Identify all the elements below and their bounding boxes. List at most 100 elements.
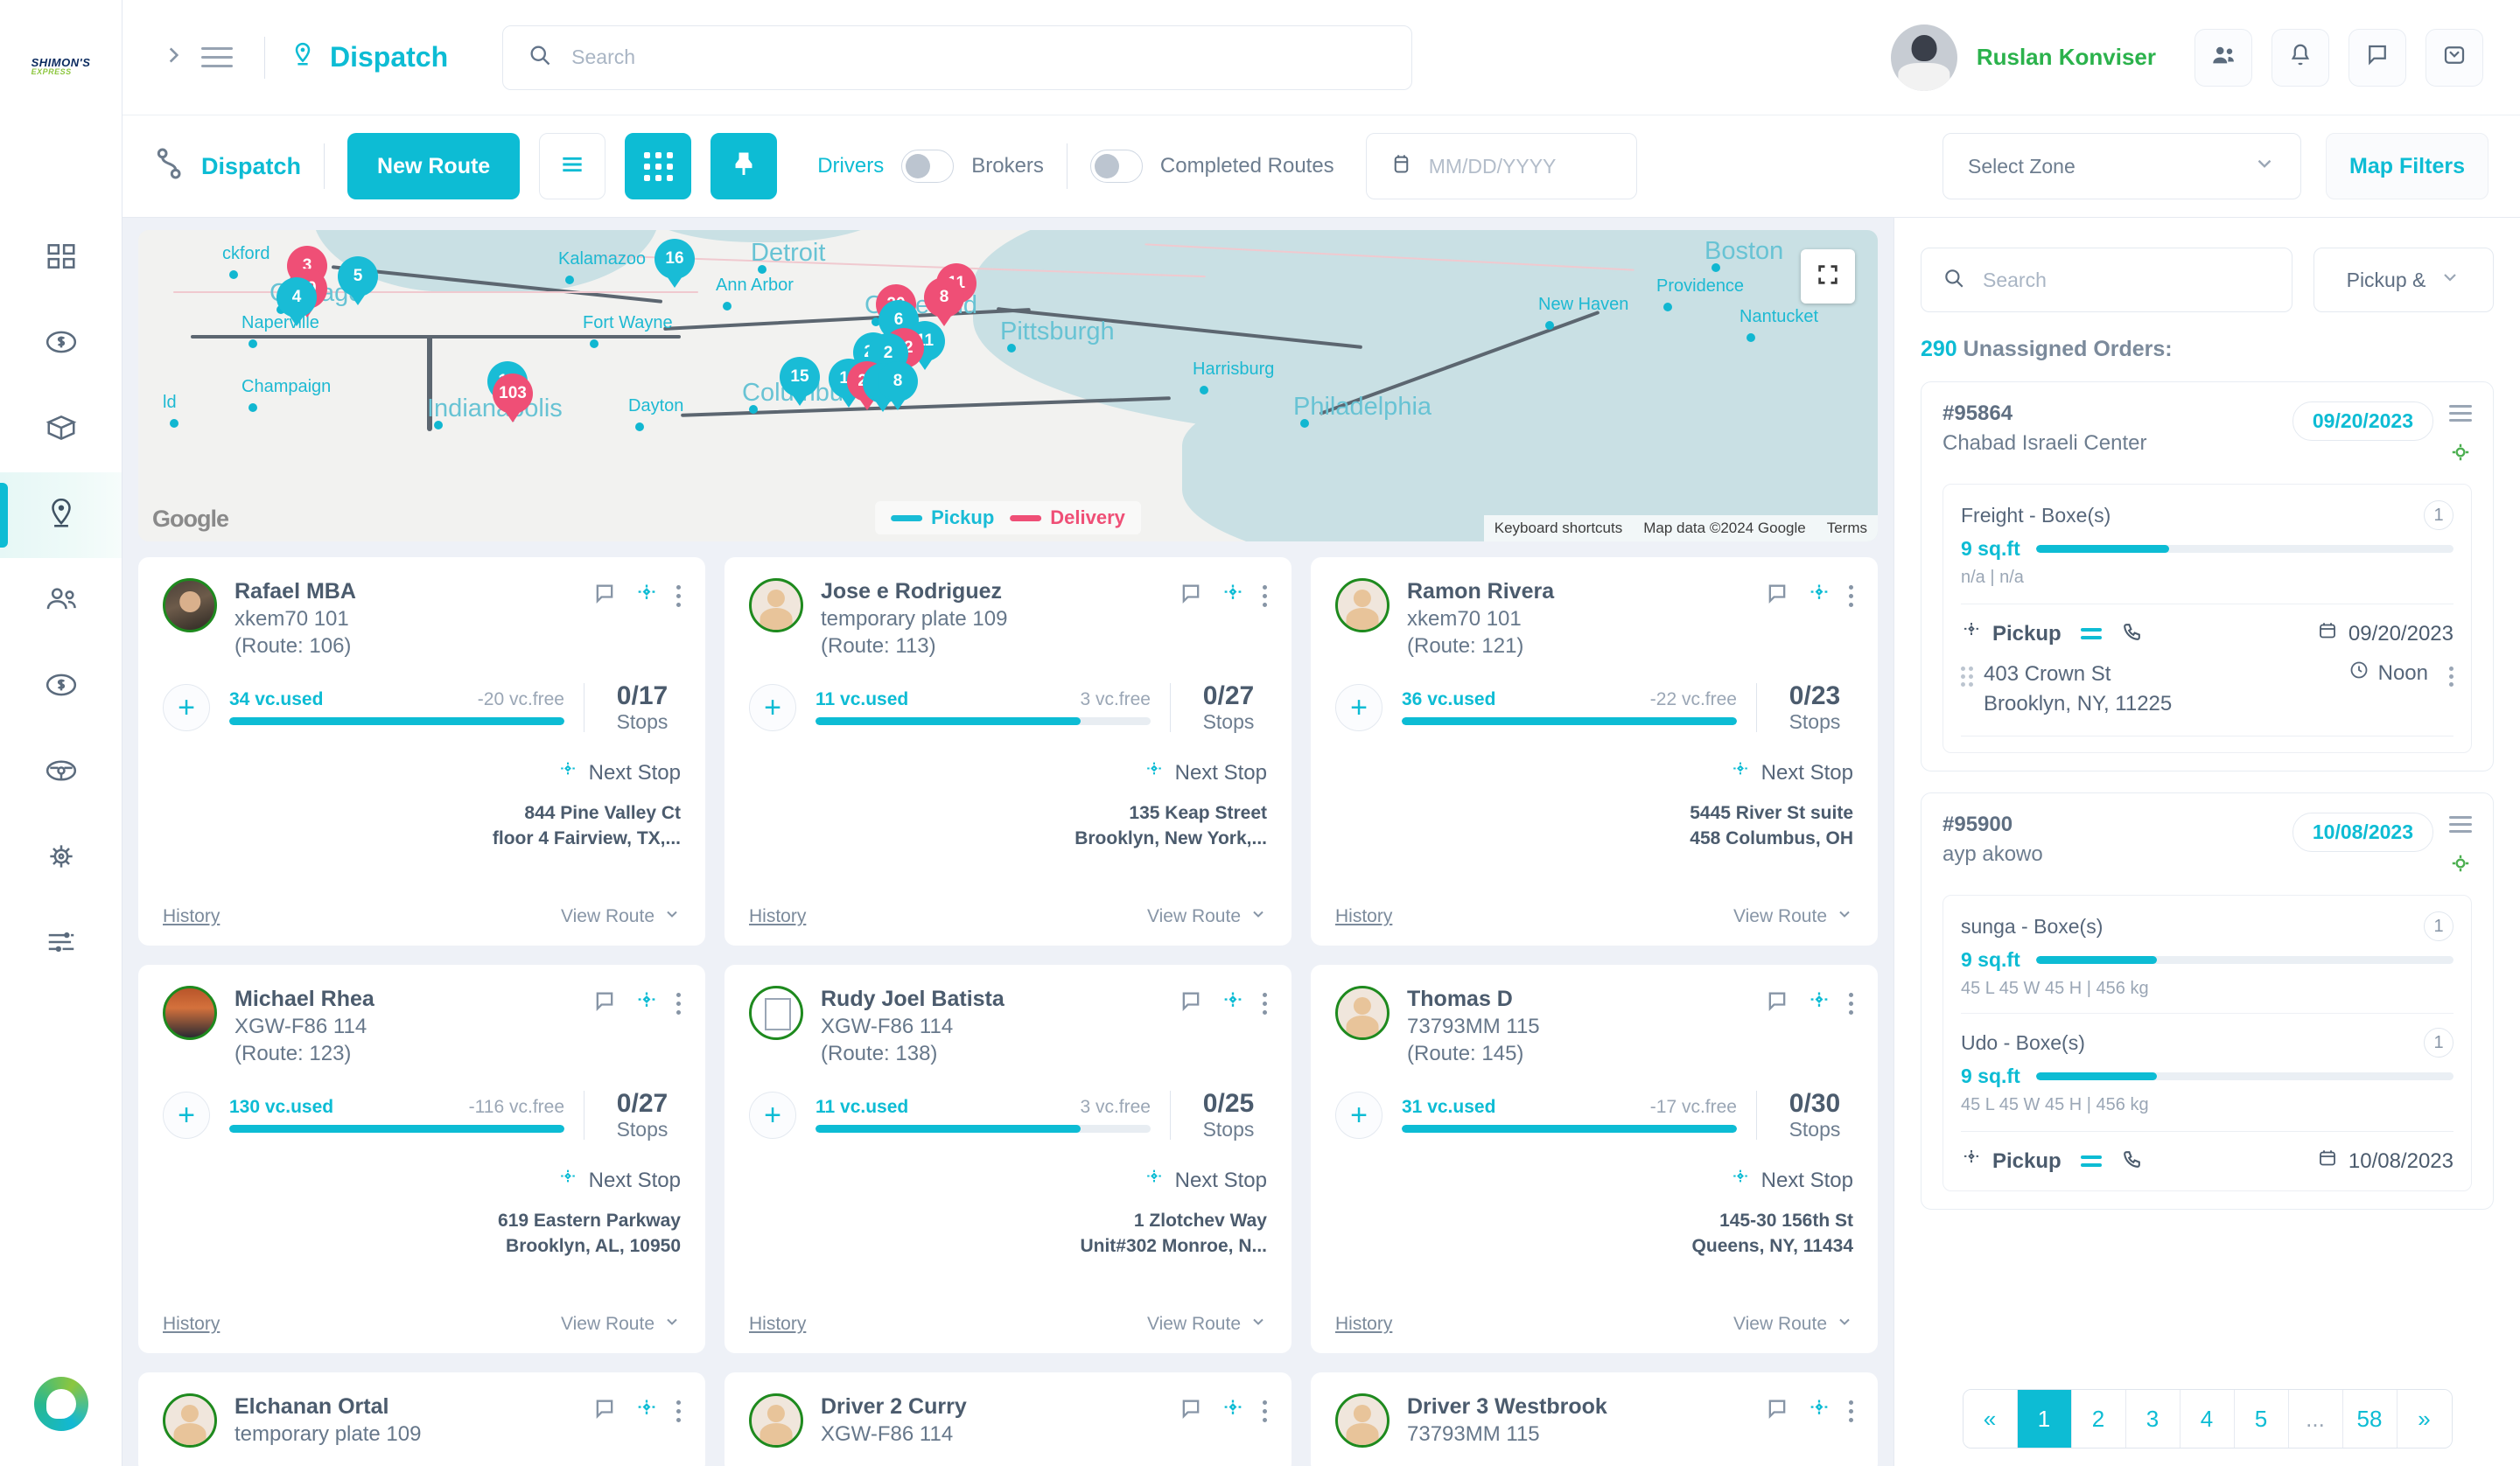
- locate-order-icon[interactable]: [2449, 852, 2472, 879]
- map-marker-pickup[interactable]: 5: [338, 256, 378, 307]
- chat-icon[interactable]: [1765, 989, 1789, 1014]
- sidebar-item-settings[interactable]: [0, 901, 122, 987]
- add-order-button[interactable]: +: [749, 683, 796, 731]
- view-route-button[interactable]: View Route: [561, 1313, 681, 1336]
- locate-icon[interactable]: [634, 989, 659, 1014]
- history-link[interactable]: History: [1335, 906, 1393, 926]
- grid-view-button[interactable]: [625, 133, 692, 199]
- chat-icon[interactable]: [592, 582, 617, 606]
- chat-icon[interactable]: [1179, 1397, 1203, 1421]
- driver-cards-scroll[interactable]: Rafael MBA xkem70 101 (Route: 106) +34 vc.u…: [122, 541, 1894, 1466]
- locate-icon[interactable]: [634, 582, 659, 606]
- pagination-item[interactable]: «: [1963, 1390, 2018, 1448]
- history-link[interactable]: History: [749, 1314, 807, 1334]
- completed-routes-switch[interactable]: [1089, 150, 1143, 183]
- orders-search-box[interactable]: [1921, 248, 2292, 312]
- driver-avatar[interactable]: [163, 986, 217, 1040]
- locate-order-icon[interactable]: [2449, 441, 2472, 468]
- add-order-button[interactable]: +: [163, 683, 210, 731]
- map-marker-delivery[interactable]: 103: [493, 373, 533, 424]
- history-link[interactable]: History: [749, 906, 807, 926]
- mail-button[interactable]: [2426, 28, 2483, 87]
- chat-icon[interactable]: [1179, 989, 1203, 1014]
- driver-card[interactable]: Driver 2 Curry XGW-F86 114: [724, 1372, 1292, 1466]
- pagination-item[interactable]: 3: [2125, 1390, 2180, 1448]
- order-more-icon[interactable]: [2449, 660, 2454, 687]
- driver-avatar[interactable]: [1335, 578, 1390, 632]
- add-order-button[interactable]: +: [1335, 1091, 1382, 1139]
- view-route-button[interactable]: View Route: [561, 905, 681, 928]
- pagination-item[interactable]: 1: [2017, 1390, 2072, 1448]
- date-input[interactable]: [1428, 154, 1614, 178]
- pagination-item[interactable]: 4: [2180, 1390, 2235, 1448]
- driver-avatar[interactable]: [749, 1393, 803, 1448]
- dispatch-map[interactable]: ckfordChicagoNapervilleKalamazooDetroitA…: [138, 230, 1878, 541]
- equals-icon[interactable]: [2080, 628, 2102, 639]
- chat-icon[interactable]: [592, 989, 617, 1014]
- view-route-button[interactable]: View Route: [1147, 905, 1267, 928]
- view-route-button[interactable]: View Route: [1147, 1313, 1267, 1336]
- driver-avatar[interactable]: [1335, 1393, 1390, 1448]
- drivers-brokers-switch[interactable]: [901, 150, 955, 183]
- more-options-icon[interactable]: [1849, 1397, 1853, 1422]
- driver-avatar[interactable]: [163, 578, 217, 632]
- map-marker-pickup[interactable]: 4: [276, 277, 317, 328]
- avatar[interactable]: [1890, 24, 1957, 91]
- help-chat-launcher[interactable]: [0, 1377, 122, 1431]
- add-order-button[interactable]: +: [163, 1091, 210, 1139]
- date-filter[interactable]: [1365, 133, 1637, 199]
- locate-icon[interactable]: [1807, 1397, 1831, 1421]
- drag-handle-icon[interactable]: [1961, 660, 1973, 687]
- chat-icon[interactable]: [1765, 1397, 1789, 1421]
- more-options-icon[interactable]: [1849, 582, 1853, 607]
- sidebar-item-network[interactable]: [0, 815, 122, 901]
- chat-icon[interactable]: [592, 1397, 617, 1421]
- order-card[interactable]: #95900 ayp akowo 10/08/2023 sunga - Boxe(s)…: [1921, 792, 2494, 1211]
- history-link[interactable]: History: [163, 1314, 220, 1334]
- driver-card[interactable]: Jose e Rodriguez temporary plate 109 (Rout…: [724, 557, 1292, 946]
- view-route-button[interactable]: View Route: [1733, 905, 1853, 928]
- orders-search-input[interactable]: [1983, 268, 2271, 292]
- driver-card[interactable]: Ramon Rivera xkem70 101 (Route: 121) +36 vc…: [1311, 557, 1878, 946]
- sidebar-item-dashboard[interactable]: [0, 215, 122, 301]
- locate-icon[interactable]: [634, 1397, 659, 1421]
- sidebar-item-customers[interactable]: [0, 558, 122, 644]
- more-options-icon[interactable]: [676, 989, 681, 1015]
- more-options-icon[interactable]: [1263, 582, 1267, 607]
- search-box[interactable]: [502, 24, 1413, 90]
- more-options-icon[interactable]: [1263, 989, 1267, 1015]
- phone-icon[interactable]: [2121, 1148, 2143, 1175]
- notifications-button[interactable]: [2272, 28, 2329, 87]
- orders-filter-select[interactable]: Pickup &: [2314, 248, 2494, 312]
- pin-button[interactable]: [710, 133, 778, 199]
- more-options-icon[interactable]: [1849, 989, 1853, 1015]
- more-options-icon[interactable]: [1263, 1397, 1267, 1422]
- driver-card[interactable]: Thomas D 73793MM 115 (Route: 145) +31 vc.us…: [1311, 965, 1878, 1353]
- pagination-item[interactable]: 5: [2234, 1390, 2289, 1448]
- map-marker-pickup[interactable]: 16: [654, 239, 695, 290]
- locate-icon[interactable]: [1221, 582, 1245, 606]
- driver-card[interactable]: Rafael MBA xkem70 101 (Route: 106) +34 vc.u…: [138, 557, 705, 946]
- order-menu-icon[interactable]: [2449, 816, 2472, 834]
- driver-card[interactable]: Rudy Joel Batista XGW-F86 114 (Route: 138)…: [724, 965, 1292, 1353]
- driver-avatar[interactable]: [749, 578, 803, 632]
- list-view-button[interactable]: [539, 133, 606, 199]
- locate-icon[interactable]: [1221, 1397, 1245, 1421]
- menu-button[interactable]: [194, 37, 240, 79]
- order-card[interactable]: #95864 Chabad Israeli Center 09/20/2023 Fre…: [1921, 381, 2494, 772]
- map-fullscreen-button[interactable]: [1801, 249, 1855, 304]
- pagination-item[interactable]: 2: [2071, 1390, 2126, 1448]
- equals-icon[interactable]: [2080, 1155, 2102, 1168]
- driver-card[interactable]: Michael Rhea XGW-F86 114 (Route: 123) +130 …: [138, 965, 705, 1353]
- more-options-icon[interactable]: [676, 1397, 681, 1422]
- driver-avatar[interactable]: [163, 1393, 217, 1448]
- zone-select[interactable]: Select Zone: [1942, 133, 2302, 199]
- phone-icon[interactable]: [2121, 621, 2143, 647]
- chat-icon[interactable]: [1765, 582, 1789, 606]
- locate-icon[interactable]: [1807, 582, 1831, 606]
- pagination-item[interactable]: ...: [2288, 1390, 2343, 1448]
- chat-bubble-icon[interactable]: [33, 1377, 88, 1431]
- sidebar-item-billing[interactable]: [0, 301, 122, 387]
- terms-link[interactable]: Terms: [1826, 520, 1867, 536]
- map-marker-pickup[interactable]: 8: [878, 361, 918, 412]
